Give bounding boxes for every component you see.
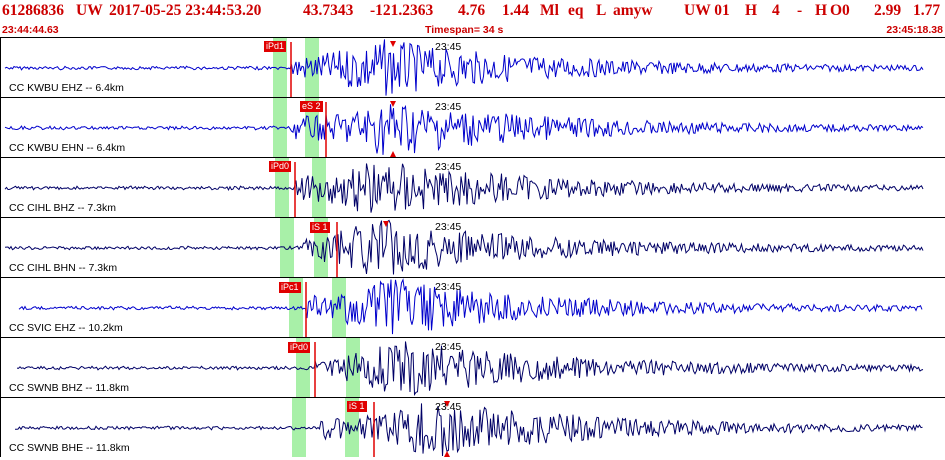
waveform-trace <box>4 163 924 213</box>
theoretical-s-marker-bottom <box>444 451 450 457</box>
waveform-trace <box>4 39 924 96</box>
geo-type: L <box>596 2 607 19</box>
waveform-plot <box>4 38 924 97</box>
phase-pick-tag[interactable]: iS 1 <box>310 222 330 233</box>
station-channel-label: CC KWBU EHZ -- 6.4km <box>9 82 124 94</box>
waveform-plot <box>18 278 923 337</box>
start-time: 23:44:44.63 <box>2 24 59 36</box>
dash-separator: - <box>797 2 803 19</box>
trace-panel[interactable]: iPd1 23:45 CC KWBU EHZ -- 6.4km <box>0 37 945 97</box>
theoretical-s-marker-bottom <box>390 151 396 157</box>
pick-window-highlight <box>305 98 319 157</box>
minute-mark-label: 23:45 <box>435 221 462 233</box>
trace-panel[interactable]: iPd0 23:45 CC CIHL BHZ -- 7.3km <box>0 157 945 217</box>
station-channel-label: CC CIHL BHN -- 7.3km <box>9 262 118 274</box>
phase-pick-tag[interactable]: iPc1 <box>279 282 301 293</box>
network-code: UW <box>76 2 103 19</box>
station-channel-label: CC SVIC EHZ -- 10.2km <box>9 322 123 334</box>
depth: 4.76 <box>458 2 486 19</box>
pick-window-highlight <box>346 338 360 397</box>
theoretical-s-marker-top <box>444 401 450 407</box>
trace-panel[interactable]: eS 2 23:45 CC KWBU EHN -- 6.4km <box>0 97 945 157</box>
longitude: -121.2363 <box>370 2 434 19</box>
pick-window-highlight <box>280 218 294 277</box>
value-1: 2.99 <box>874 2 902 19</box>
time-range-bar: 23:44:44.63 Timespan= 34 s 23:45:18.38 <box>0 24 945 37</box>
author: amyw <box>613 2 653 19</box>
trace-panel[interactable]: iS 1 23:45 CC SWNB BHE -- 11.8km <box>0 397 945 457</box>
phase-pick-tag[interactable]: iPd0 <box>269 161 292 172</box>
minute-mark-label: 23:45 <box>435 401 462 413</box>
theoretical-s-marker-top <box>383 221 389 227</box>
minute-mark-label: 23:45 <box>435 161 462 173</box>
region-tag: UW 01 <box>684 2 730 19</box>
minute-mark-label: 23:45 <box>435 101 462 113</box>
waveform-plot <box>16 338 924 397</box>
pick-window-highlight <box>332 278 346 337</box>
waveform-trace <box>18 278 923 335</box>
trace-panel[interactable]: iPd0 23:45 CC SWNB BHZ -- 11.8km <box>0 337 945 397</box>
waveform-plot <box>14 398 923 457</box>
value-2: 1.77 <box>913 2 941 19</box>
minute-mark-label: 23:45 <box>435 341 462 353</box>
magnitude: 1.44 <box>502 2 530 19</box>
end-time: 23:45:18.38 <box>886 24 943 36</box>
event-type: eq <box>568 2 584 19</box>
waveform-trace <box>4 104 924 155</box>
waveform-plot <box>4 158 924 217</box>
trace-panel[interactable]: iS 1 23:45 CC CIHL BHN -- 7.3km <box>0 217 945 277</box>
event-id: 61286836 <box>2 2 64 19</box>
o-flag: O0 <box>830 2 850 19</box>
phase-pick-tag[interactable]: iPd0 <box>288 342 311 353</box>
theoretical-s-marker-top <box>390 41 396 47</box>
origin-time: 2017-05-25 23:44:53.20 <box>109 2 262 19</box>
station-channel-label: CC CIHL BHZ -- 7.3km <box>9 202 116 214</box>
theoretical-s-marker-top <box>390 101 396 107</box>
waveform-trace <box>16 341 924 397</box>
event-summary-header: 61286836 UW 2017-05-25 23:44:53.20 43.73… <box>0 0 945 22</box>
phase-pick-tag[interactable]: iPd1 <box>264 41 287 52</box>
latitude: 43.7343 <box>303 2 354 19</box>
minute-mark-label: 23:45 <box>435 281 462 293</box>
seismogram-panels[interactable]: iPd1 23:45 CC KWBU EHZ -- 6.4km eS 2 23:45 CC… <box>0 37 945 460</box>
station-channel-label: CC SWNB BHE -- 11.8km <box>9 442 130 454</box>
waveform-plot <box>4 98 924 157</box>
waveform-plot <box>4 218 924 277</box>
phase-count: 4 <box>772 2 780 19</box>
waveform-trace <box>4 219 924 275</box>
waveform-trace <box>14 403 923 457</box>
quality: H <box>745 2 758 19</box>
magnitude-type: Ml <box>540 2 559 19</box>
phase-pick-tag[interactable]: eS 2 <box>300 101 323 112</box>
station-channel-label: CC SWNB BHZ -- 11.8km <box>9 382 129 394</box>
pick-window-highlight <box>292 398 306 457</box>
h-flag: H <box>815 2 828 19</box>
station-channel-label: CC KWBU EHN -- 6.4km <box>9 142 126 154</box>
minute-mark-label: 23:45 <box>435 41 462 53</box>
trace-panel[interactable]: iPc1 23:45 CC SVIC EHZ -- 10.2km <box>0 277 945 337</box>
timespan: Timespan= 34 s <box>425 24 504 36</box>
pick-window-highlight <box>275 158 289 217</box>
phase-pick-tag[interactable]: iS 1 <box>347 401 367 412</box>
pick-window-highlight <box>312 158 326 217</box>
